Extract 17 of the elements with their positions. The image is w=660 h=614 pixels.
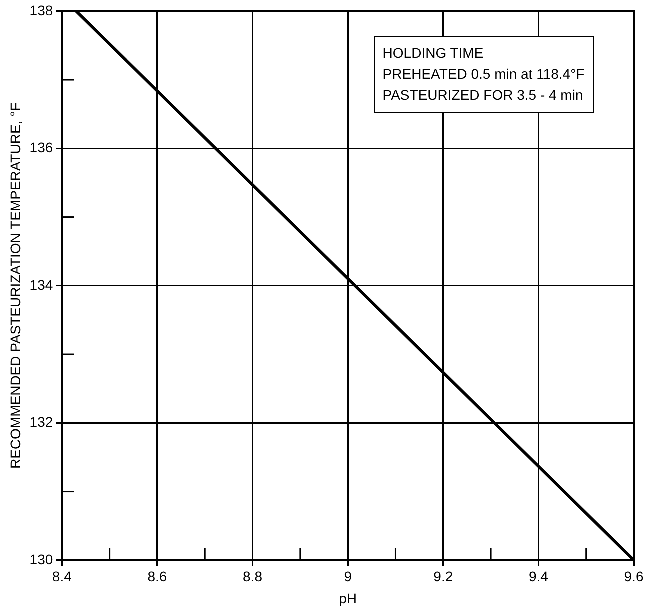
y-tick-label: 132 [30, 414, 54, 430]
x-tick-label: 9 [344, 568, 352, 585]
x-tick-label: 8.8 [243, 568, 263, 585]
x-tick-label: 9.2 [434, 568, 454, 585]
annotation: HOLDING TIME [382, 44, 485, 64]
y-tick-label: 130 [30, 551, 54, 568]
x-tick-label: 8.4 [52, 568, 72, 585]
x-tick-label: 9.4 [528, 568, 549, 585]
annotation: PREHEATED 0.5 min at 118.4°F [382, 65, 585, 84]
x-tick-label: 9.6 [624, 568, 644, 585]
y-tick-label: 138 [30, 2, 54, 18]
x-tick-label: 8.6 [148, 568, 168, 585]
y-axis-title: RECOMMENDED PASTEURIZATION TEMPERATURE, °F [7, 102, 24, 470]
y-tick-label: 136 [30, 140, 54, 156]
x-axis-title: pH [339, 590, 358, 606]
y-tick-label: 134 [30, 276, 54, 293]
annotation: PASTEURIZED FOR 3.5 - 4 min [382, 86, 584, 106]
